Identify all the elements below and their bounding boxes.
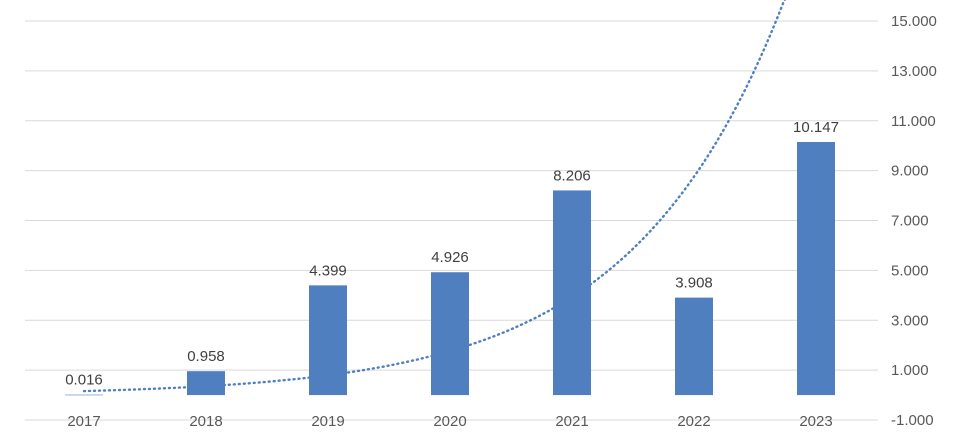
bar-2018 — [187, 371, 225, 396]
y-tick-label: 11.000 — [891, 113, 936, 130]
x-category-label: 2020 — [433, 413, 466, 430]
data-label-2021: 8.206 — [553, 167, 591, 184]
x-category-label: 2023 — [799, 413, 832, 430]
y-tick-label: -1.000 — [891, 412, 934, 429]
data-label-2023: 10.147 — [793, 119, 839, 136]
y-tick-label: 13.000 — [891, 63, 937, 80]
gridlines — [25, 20, 878, 421]
x-category-label: 2017 — [67, 413, 100, 430]
y-tick-label: 9.000 — [891, 163, 929, 180]
bar-series — [65, 142, 835, 396]
x-category-label: 2019 — [311, 413, 344, 430]
y-tick-label: 15.000 — [891, 13, 937, 30]
trendline-group — [82, 0, 787, 393]
data-label-2022: 3.908 — [675, 275, 713, 292]
y-tick-label: 1.000 — [891, 362, 929, 379]
y-tick-label: 3.000 — [891, 312, 929, 329]
x-category-label: 2018 — [189, 413, 222, 430]
y-axis-tick-labels: -1.000 1.000 3.000 5.000 7.000 9.000 11.000 13.… — [891, 13, 937, 429]
bar-2017 — [65, 394, 103, 396]
bar-2020 — [431, 272, 469, 396]
data-label-2018: 0.958 — [187, 348, 225, 365]
y-tick-label: 7.000 — [891, 213, 929, 230]
x-category-label: 2021 — [555, 413, 588, 430]
trendline — [82, 0, 787, 393]
bar-2021 — [553, 190, 591, 396]
data-label-2017: 0.016 — [65, 372, 103, 389]
x-category-label: 2022 — [677, 413, 710, 430]
data-label-2019: 4.399 — [309, 262, 347, 279]
data-labels: 0.016 0.958 4.399 4.926 8.206 3.908 10.147 — [65, 119, 839, 389]
bar-2023 — [797, 142, 835, 396]
y-tick-label: 5.000 — [891, 262, 929, 279]
bar-2019 — [309, 285, 347, 396]
bar-2022 — [675, 297, 713, 396]
x-axis-category-labels: 2017 2018 2019 2020 2021 2022 2023 — [67, 413, 832, 430]
data-label-2020: 4.926 — [431, 249, 469, 266]
